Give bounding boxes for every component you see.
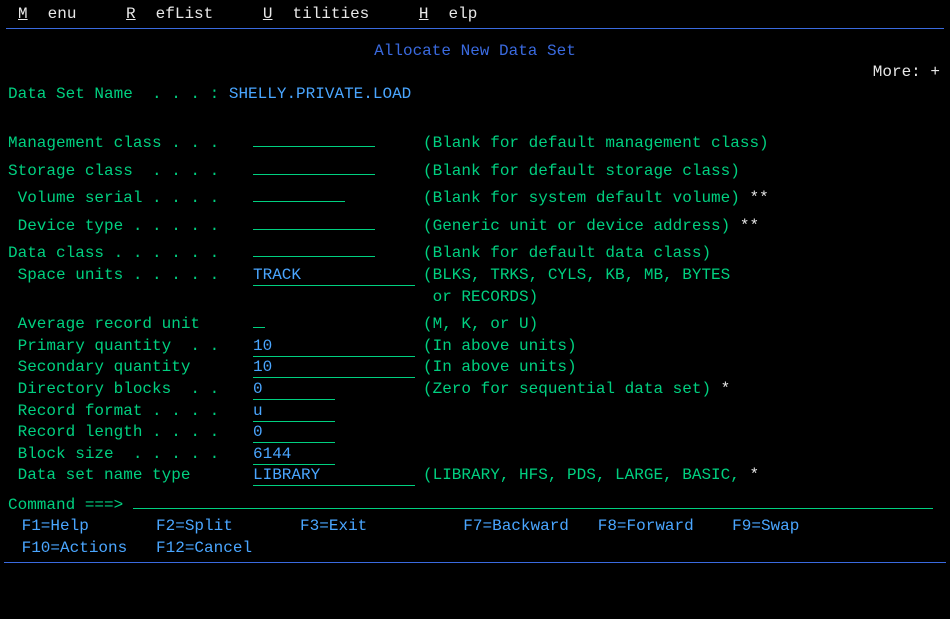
field-input-col <box>253 237 423 265</box>
field-input[interactable] <box>253 182 345 202</box>
field-description: (LIBRARY, HFS, PDS, LARGE, BASIC, * <box>423 465 942 487</box>
field-input[interactable] <box>253 237 375 257</box>
field-suffix: * <box>740 466 759 484</box>
fkey-f7[interactable]: F7=Backward <box>454 517 588 535</box>
field-label: Record format . . . . <box>8 401 253 423</box>
field-row: Record format . . . .u <box>8 401 942 423</box>
command-input[interactable] <box>133 489 933 509</box>
field-description: (Blank for default management class) <box>423 133 942 155</box>
field-input[interactable] <box>253 127 375 147</box>
field-suffix: ** <box>730 217 759 235</box>
field-description: or RECORDS) <box>423 287 942 309</box>
field-input-col: 0 <box>253 379 423 401</box>
field-row: Secondary quantity 10 (In above units) <box>8 357 942 379</box>
fkey-f12[interactable]: F12=Cancel <box>146 539 280 557</box>
field-input-col: 0 <box>253 422 423 444</box>
command-row: Command ===> <box>8 489 942 517</box>
field-row: Storage class . . . . (Blank for default … <box>8 155 942 183</box>
command-label: Command ===> <box>8 496 123 514</box>
field-input-col: 6144 <box>253 444 423 466</box>
field-row: Directory blocks . .0 (Zero for sequentia… <box>8 379 942 401</box>
field-label: Data class . . . . . . <box>8 243 253 265</box>
field-row: Space units . . . . .TRACK (BLKS, TRKS, C… <box>8 265 942 287</box>
field-input-col: 10 <box>253 357 423 379</box>
menu-item-help[interactable]: Help <box>419 5 497 23</box>
field-row: Device type . . . . . (Generic unit or de… <box>8 210 942 238</box>
field-description: (In above units) <box>423 357 942 379</box>
field-input[interactable]: 0 <box>253 380 335 400</box>
field-row: Block size . . . . .6144 <box>8 444 942 466</box>
field-input[interactable]: u <box>253 402 335 422</box>
field-description: (Generic unit or device address) ** <box>423 216 942 238</box>
field-input-col: LIBRARY <box>253 465 423 487</box>
field-label: Secondary quantity <box>8 357 253 379</box>
field-input-col <box>253 127 423 155</box>
field-label: Data set name type <box>8 465 253 487</box>
fkey-f9[interactable]: F9=Swap <box>723 517 819 535</box>
field-label: Primary quantity . . <box>8 336 253 358</box>
field-row: or RECORDS) <box>8 287 942 309</box>
field-label: Directory blocks . . <box>8 379 253 401</box>
dsn-row: Data Set Name . . . : SHELLY.PRIVATE.LOA… <box>8 84 942 106</box>
field-row: Average record unit (M, K, or U) <box>8 308 942 336</box>
more-indicator: More: + <box>8 62 942 84</box>
field-input[interactable]: 10 <box>253 358 415 378</box>
panel-body: Allocate New Data Set More: + Data Set N… <box>4 29 946 560</box>
field-label: Space units . . . . . <box>8 265 253 287</box>
field-suffix: ** <box>740 189 769 207</box>
field-description: (In above units) <box>423 336 942 358</box>
field-suffix: * <box>711 380 730 398</box>
field-row: Data class . . . . . . (Blank for default… <box>8 237 942 265</box>
field-input[interactable]: TRACK <box>253 266 415 286</box>
field-label: Block size . . . . . <box>8 444 253 466</box>
field-label: Volume serial . . . . <box>8 188 253 210</box>
field-label: Storage class . . . . <box>8 161 253 183</box>
fkey-f1[interactable]: F1=Help <box>12 517 146 535</box>
dsn-value: SHELLY.PRIVATE.LOAD <box>229 85 411 103</box>
fkeys-row-1: F1=Help F2=Split F3=Exit F7=Backward F8=… <box>8 516 942 538</box>
fkeys-row-2: F10=Actions F12=Cancel <box>8 538 942 560</box>
field-input-col: TRACK <box>253 265 423 287</box>
field-row: Primary quantity . .10 (In above units) <box>8 336 942 358</box>
field-row: Volume serial . . . . (Blank for system d… <box>8 182 942 210</box>
field-input-col: 10 <box>253 336 423 358</box>
menubar: Menu RefList Utilities Help <box>4 3 946 28</box>
field-label: Record length . . . . <box>8 422 253 444</box>
field-input-col <box>253 308 423 336</box>
field-input-col: u <box>253 401 423 423</box>
bottom-divider <box>4 562 946 563</box>
fkey-f3[interactable]: F3=Exit <box>290 517 453 535</box>
field-description: (Blank for default data class) <box>423 243 942 265</box>
field-input[interactable] <box>253 308 265 328</box>
fkey-f8[interactable]: F8=Forward <box>588 517 722 535</box>
field-input[interactable]: 0 <box>253 423 335 443</box>
field-row: Management class . . . (Blank for default… <box>8 127 942 155</box>
menu-item-reflist[interactable]: RefList <box>126 5 233 23</box>
field-description: (Zero for sequential data set) * <box>423 379 942 401</box>
field-row: Data set name type LIBRARY (LIBRARY, HFS,… <box>8 465 942 487</box>
field-input-col <box>253 155 423 183</box>
field-input-col <box>253 210 423 238</box>
field-description: (M, K, or U) <box>423 314 942 336</box>
field-input[interactable]: 6144 <box>253 445 335 465</box>
fkey-f10[interactable]: F10=Actions <box>12 539 146 557</box>
panel-title: Allocate New Data Set <box>8 41 942 63</box>
field-label: Device type . . . . . <box>8 216 253 238</box>
field-input[interactable] <box>253 210 375 230</box>
fkey-f2[interactable]: F2=Split <box>146 517 290 535</box>
field-input[interactable] <box>253 155 375 175</box>
field-row: Record length . . . .0 <box>8 422 942 444</box>
field-description: (BLKS, TRKS, CYLS, KB, MB, BYTES <box>423 265 942 287</box>
spacer <box>8 105 942 127</box>
menu-item-menu[interactable]: Menu <box>18 5 96 23</box>
field-input[interactable]: LIBRARY <box>253 466 415 486</box>
field-label: Average record unit <box>8 314 253 336</box>
field-label: Management class . . . <box>8 133 253 155</box>
field-input-col <box>253 182 423 210</box>
field-description: (Blank for system default volume) ** <box>423 188 942 210</box>
menu-item-utilities[interactable]: Utilities <box>263 5 389 23</box>
field-input[interactable]: 10 <box>253 337 415 357</box>
field-description: (Blank for default storage class) <box>423 161 942 183</box>
